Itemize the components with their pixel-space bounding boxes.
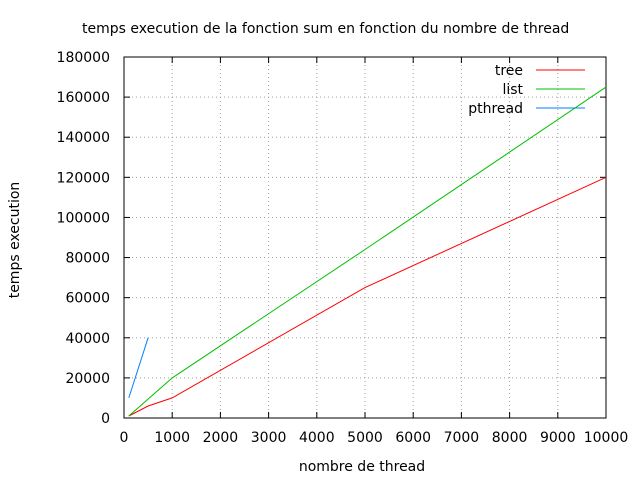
legend: tree list pthread: [468, 63, 585, 117]
y-tick-label: 100000: [57, 210, 110, 226]
chart-title: temps execution de la fonction sum en fo…: [82, 21, 569, 37]
x-tick-label: 8000: [492, 430, 528, 446]
y-tick-label: 20000: [65, 371, 110, 387]
legend-label-list: list: [502, 82, 523, 98]
grid: [124, 57, 606, 418]
x-tick-label: 2000: [203, 430, 239, 446]
y-tick-label: 120000: [57, 170, 110, 186]
series-line-pthread: [128, 337, 149, 399]
x-tick-label: 9000: [540, 430, 576, 446]
x-tick-label: 10000: [584, 430, 629, 446]
legend-label-pthread: pthread: [468, 101, 523, 117]
y-tick-label: 60000: [65, 291, 110, 307]
x-tick-label: 6000: [395, 430, 431, 446]
x-axis-label: nombre de thread: [299, 459, 425, 475]
y-tick-label: 160000: [57, 90, 110, 106]
x-tick-label: 1000: [154, 430, 190, 446]
y-tick-label: 40000: [65, 331, 110, 347]
x-tick-label: 0: [120, 430, 129, 446]
y-tick-label: 0: [101, 411, 110, 427]
x-tick-label: 5000: [347, 430, 383, 446]
x-tick-label: 7000: [444, 430, 480, 446]
y-axis-label: temps execution: [7, 182, 23, 299]
y-tick-label: 140000: [57, 130, 110, 146]
y-tick-label: 80000: [65, 251, 110, 267]
series-line-list: [128, 86, 607, 417]
x-tick-label: 4000: [299, 430, 335, 446]
legend-label-tree: tree: [495, 63, 523, 79]
y-tick-label: 180000: [57, 50, 110, 66]
axis-ticks: 0 1000 2000 3000 4000 5000 6000 7000 8000 9000 100…: [57, 50, 629, 446]
series-line-tree: [128, 176, 607, 417]
x-tick-label: 3000: [251, 430, 287, 446]
series-lines: [128, 86, 607, 417]
